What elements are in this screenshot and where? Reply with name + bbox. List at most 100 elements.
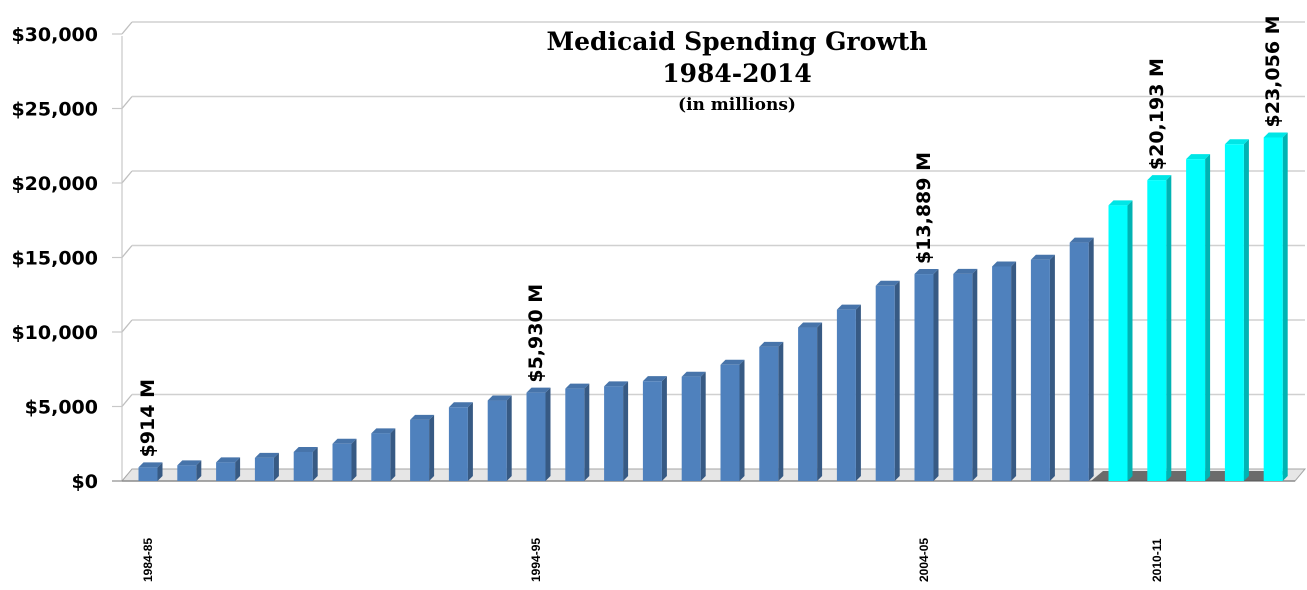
- y-tick-label: $10,000: [11, 322, 98, 344]
- bar-side: [739, 359, 745, 481]
- bar-top: [798, 322, 823, 328]
- bar: [1224, 144, 1244, 481]
- bar-side: [1088, 237, 1094, 481]
- bar-side: [545, 387, 551, 481]
- bar-top: [448, 402, 473, 408]
- bar-1999-00: [720, 359, 745, 481]
- bar: [642, 381, 662, 481]
- bar-2007-08: [1030, 254, 1055, 481]
- bar-top: [565, 383, 590, 389]
- x-tick-label: 2004-05: [917, 538, 931, 582]
- bar: [798, 327, 818, 481]
- y-tick-label: $5,000: [25, 397, 98, 419]
- bar-top: [1224, 139, 1249, 145]
- bar-2008-09: [1069, 237, 1094, 481]
- bar-2012-13: [1224, 139, 1249, 481]
- bar: [875, 285, 895, 481]
- bar-top: [1030, 254, 1055, 260]
- gridline-depth: [121, 21, 133, 35]
- bar-top: [293, 446, 318, 452]
- bar: [604, 386, 624, 481]
- bar-2002-03: [836, 304, 861, 481]
- bar-side: [817, 322, 823, 481]
- bar-top: [642, 376, 667, 382]
- bar-top: [836, 304, 861, 310]
- bar-side: [196, 460, 202, 481]
- gridline-depth: [121, 319, 133, 333]
- bar-1998-99: [681, 371, 706, 481]
- bar-side: [855, 304, 861, 481]
- y-tick-label: $15,000: [11, 248, 98, 270]
- bar-side: [1166, 175, 1172, 481]
- bar-1985-86: [177, 460, 202, 481]
- bar: [1186, 159, 1206, 481]
- bar: [448, 407, 468, 481]
- data-label: $13,889 M: [913, 152, 935, 264]
- bar-1996-97: [604, 381, 629, 481]
- data-label: $914 M: [137, 379, 159, 457]
- bar-2004-05: [914, 269, 939, 481]
- bar: [332, 443, 352, 481]
- bar-side: [1205, 154, 1211, 481]
- bar-2000-01: [759, 341, 784, 481]
- bar: [1069, 242, 1089, 481]
- bar-side: [235, 457, 241, 481]
- bar-2006-07: [992, 261, 1017, 481]
- bar-1992-93: [448, 402, 473, 481]
- bar-side: [273, 452, 279, 481]
- bar-side: [894, 280, 900, 481]
- bar-side: [623, 381, 629, 481]
- chart-subtitle: (in millions): [678, 95, 796, 115]
- bar-side: [157, 462, 163, 481]
- bar-2013-14: [1263, 132, 1288, 481]
- bar: [720, 364, 740, 481]
- bar: [254, 457, 274, 481]
- bar-top: [681, 371, 706, 377]
- bar-1989-90: [332, 438, 357, 481]
- bar-top: [1108, 200, 1133, 206]
- bar-2001-02: [798, 322, 823, 481]
- bar: [293, 451, 313, 481]
- bar: [526, 392, 546, 481]
- bar: [992, 266, 1012, 481]
- title-line-1: Medicaid Spending Growth: [546, 27, 927, 56]
- x-tick-label: 2010-11: [1150, 538, 1164, 582]
- bar-top: [914, 269, 939, 275]
- bar: [1108, 205, 1128, 481]
- bar-top: [1147, 175, 1172, 181]
- bar-1997-98: [642, 376, 667, 481]
- bar-side: [700, 371, 706, 481]
- bar-side: [506, 395, 512, 481]
- bar: [1263, 137, 1283, 481]
- bar-top: [487, 395, 512, 401]
- bar: [565, 388, 585, 481]
- y-tick-label: $20,000: [11, 173, 98, 195]
- bar-side: [1282, 132, 1288, 481]
- bar-top: [875, 280, 900, 286]
- bar-top: [410, 414, 435, 420]
- bar-1988-89: [293, 446, 318, 481]
- bar-top: [1069, 237, 1094, 243]
- data-label: $5,930 M: [525, 284, 547, 383]
- bar: [1147, 180, 1167, 481]
- bar-side: [1011, 261, 1017, 481]
- bar: [681, 376, 701, 481]
- bar-top: [1263, 132, 1288, 138]
- bar: [759, 346, 779, 481]
- bar-top: [138, 462, 163, 468]
- data-label: $23,056 M: [1262, 15, 1284, 127]
- y-tick-label: $30,000: [11, 24, 98, 46]
- bar-1984-85: [138, 462, 163, 481]
- bar-1993-94: [487, 395, 512, 481]
- bar-1995-96: [565, 383, 590, 481]
- bar-2011-12: [1186, 154, 1211, 481]
- bar-top: [216, 457, 241, 463]
- bar: [410, 419, 430, 481]
- bar-top: [1186, 154, 1211, 160]
- bar-top: [604, 381, 629, 387]
- y-tick-label: $25,000: [11, 99, 98, 121]
- x-tick-label: 1984-85: [141, 538, 155, 582]
- bar-1991-92: [410, 414, 435, 481]
- gridline-depth: [121, 245, 133, 258]
